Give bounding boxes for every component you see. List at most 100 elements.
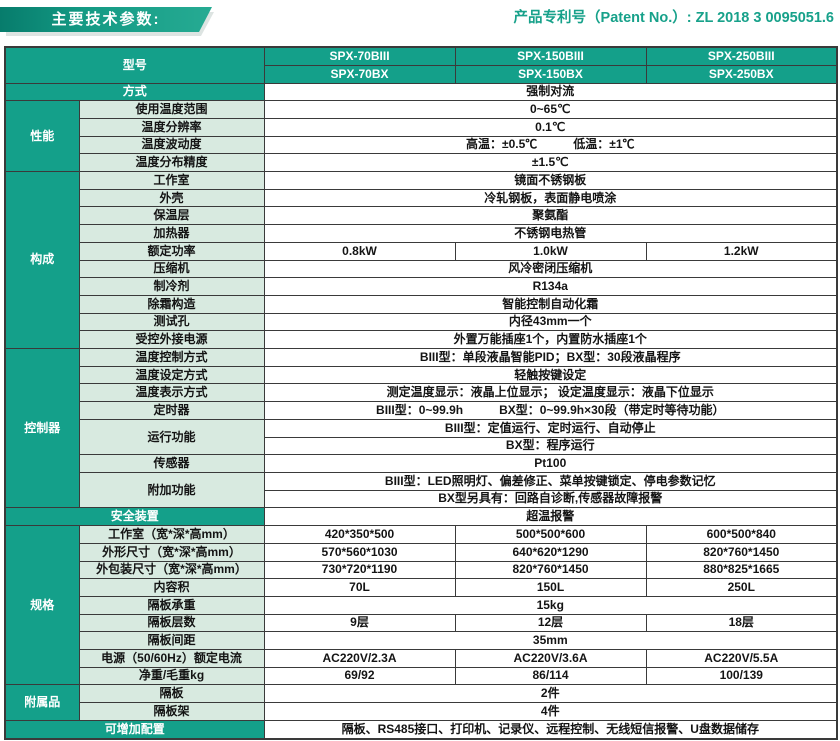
table-row-spec: 外包装尺寸（宽*深*高mm） 730*720*1190 820*760*1450… [5, 560, 838, 580]
value-weight-1: 69/92 [263, 666, 456, 686]
label-temp-uniformity: 温度分布精度 [78, 153, 265, 173]
value-temp-setting: 轻触按键设定 [263, 365, 838, 385]
value-volume-2: 150L [454, 578, 647, 597]
model-spx250bx: SPX-250BX [645, 64, 838, 84]
value-shelf-layers-3: 18层 [645, 613, 838, 633]
table-row-performance: 温度分辨率 0.1℃ [5, 117, 838, 137]
label-power-supply: 电源（50/60Hz）额定电流 [78, 649, 265, 668]
label-timer: 定时器 [78, 401, 265, 420]
model-header-label: 型号 [4, 46, 265, 84]
model-spx150bx: SPX-150BX [454, 64, 647, 84]
value-run-function-bx: BX型：程序运行 [263, 436, 838, 456]
label-shelf-load: 隔板承重 [78, 595, 265, 615]
value-extra-function-biii: BIII型：LED照明灯、偏差修正、菜单按键锁定、停电参数记忆 [263, 472, 838, 491]
value-temp-display: 测定温度显示：液晶上位显示； 设定温度显示：液晶下位显示 [263, 383, 838, 403]
value-outer-size-3: 820*760*1450 [645, 542, 838, 562]
label-temp-resolution: 温度分辨率 [78, 117, 265, 137]
value-temp-range: 0~65℃ [263, 100, 838, 119]
value-outer-size-2: 640*620*1290 [454, 542, 647, 562]
label-temp-fluctuation: 温度波动度 [78, 135, 265, 155]
value-temp-control: BIII型：单段液晶智能PID；BX型：30段液晶程序 [263, 348, 838, 367]
label-test-hole: 测试孔 [78, 312, 265, 332]
table-row-optional: 可增加配置 隔板、RS485接口、打印机、记录仪、远程控制、无线短信报警、U盘数… [4, 719, 838, 740]
value-heater: 不锈钢电热管 [263, 224, 838, 243]
label-refrigerant: 制冷剂 [78, 277, 265, 296]
section-banner-title: 主要技术参数: [0, 7, 212, 32]
label-outer-size: 外形尺寸（宽*深*高mm） [78, 542, 265, 562]
model-spx70bx: SPX-70BX [263, 64, 456, 84]
value-rated-power-2: 1.0kW [454, 241, 647, 261]
value-shelf-load: 15kg [263, 595, 838, 615]
table-row-spec: 内容积 70L 150L 250L [5, 578, 838, 597]
label-shelf-layers: 隔板层数 [78, 613, 265, 633]
value-insulation: 聚氨酯 [263, 206, 838, 226]
label-optional-config: 可增加配置 [4, 719, 265, 740]
value-optional-config: 隔板、RS485接口、打印机、记录仪、远程控制、无线短信报警、U盘数据储存 [263, 719, 838, 740]
label-temp-display: 温度表示方式 [78, 383, 265, 403]
patent-number-text: 产品专利号（Patent No.）: ZL 2018 3 0095051.6 [513, 10, 834, 26]
table-row-controller: 定时器 BIII型：0~99.9h BX型：0~99.9h×30段（带定时等待功… [5, 401, 838, 420]
label-shelf-rack: 隔板架 [78, 702, 265, 721]
value-test-hole: 内径43mm一个 [263, 312, 838, 332]
label-shelf: 隔板 [78, 684, 265, 704]
table-row-performance: 性能 使用温度范围 0~65℃ [4, 100, 838, 173]
table-row-controller: 温度设定方式 轻触按键设定 [5, 365, 838, 385]
table-row-construction: 受控外接电源 外置万能插座1个，内置防水插座1个 [5, 330, 838, 350]
label-insulation: 保温层 [78, 206, 265, 226]
table-row-model-biii: 型号 SPX-70BIII SPX-150BIII SPX-250BIII [4, 46, 838, 84]
label-compressor: 压缩机 [78, 259, 265, 279]
value-shell: 冷轧钢板，表面静电喷涂 [263, 188, 838, 208]
model-spx250biii: SPX-250BIII [645, 46, 838, 66]
value-package-size-1: 730*720*1190 [263, 560, 456, 580]
table-row-spec: 外形尺寸（宽*深*高mm） 570*560*1030 640*620*1290 … [5, 542, 838, 562]
label-extra-function: 附加功能 [78, 471, 265, 509]
value-chamber-size-3: 600*500*840 [645, 525, 838, 544]
table-row-controller: 传感器 Pt100 [5, 454, 838, 473]
label-chamber-size: 工作室（宽*深*高mm） [78, 525, 265, 544]
label-temp-setting: 温度设定方式 [78, 365, 265, 385]
table-row-construction: 压缩机 风冷密闭压缩机 [5, 259, 838, 279]
value-compressor: 风冷密闭压缩机 [263, 259, 838, 279]
table-row-construction: 额定功率 0.8kW 1.0kW 1.2kW [5, 241, 838, 261]
label-sensor: 传感器 [78, 454, 265, 473]
mode-label: 方式 [4, 82, 265, 102]
label-volume: 内容积 [78, 578, 265, 597]
value-temp-uniformity: ±1.5℃ [263, 153, 838, 173]
table-row-controller: 温度表示方式 测定温度显示：液晶上位显示； 设定温度显示：液晶下位显示 [5, 383, 838, 403]
value-shelf-rack: 4件 [263, 702, 838, 721]
label-defrost: 除霜构造 [78, 294, 265, 314]
value-temp-resolution: 0.1℃ [263, 117, 838, 137]
label-rated-power: 额定功率 [78, 241, 265, 261]
group-controller: 控制器 [4, 348, 80, 509]
label-ext-power: 受控外接电源 [78, 330, 265, 350]
value-weight-3: 100/139 [645, 666, 838, 686]
model-spx70biii: SPX-70BIII [263, 46, 456, 66]
table-row-accessories: 隔板架 4件 [5, 702, 838, 721]
mode-value: 强制对流 [263, 82, 838, 102]
group-construction: 构成 [4, 171, 80, 350]
table-row-construction: 制冷剂 R134a [5, 277, 838, 296]
label-run-function: 运行功能 [78, 418, 265, 456]
value-outer-size-1: 570*560*1030 [263, 542, 456, 562]
value-temp-fluctuation: 高温：±0.5℃ 低温：±1℃ [263, 135, 838, 155]
table-row-accessories: 附属品 隔板 2件 [4, 684, 838, 721]
value-package-size-3: 880*825*1665 [645, 560, 838, 580]
model-spx150biii: SPX-150BIII [454, 46, 647, 66]
table-row-construction: 外壳 冷轧钢板，表面静电喷涂 [5, 188, 838, 208]
label-safety-device: 安全装置 [4, 507, 265, 527]
table-row-performance: 温度波动度 高温：±0.5℃ 低温：±1℃ [5, 135, 838, 155]
value-chamber-size-1: 420*350*500 [263, 525, 456, 544]
label-weight: 净重/毛重kg [78, 666, 265, 686]
table-row-model-bx: SPX-70BX SPX-150BX SPX-250BX [5, 64, 838, 84]
table-row-spec: 隔板承重 15kg [5, 595, 838, 615]
value-volume-1: 70L [263, 578, 456, 597]
table-row-mode: 方式 强制对流 [4, 82, 838, 102]
table-row-controller: 控制器 温度控制方式 BIII型：单段液晶智能PID；BX型：30段液晶程序 [4, 348, 838, 509]
table-row-construction: 加热器 不锈钢电热管 [5, 224, 838, 243]
table-row-performance: 温度分布精度 ±1.5℃ [5, 153, 838, 173]
value-power-supply-3: AC220V/5.5A [645, 649, 838, 668]
label-heater: 加热器 [78, 224, 265, 243]
label-chamber: 工作室 [78, 171, 265, 190]
table-row-spec: 电源（50/60Hz）额定电流 AC220V/2.3A AC220V/3.6A … [5, 649, 838, 668]
table-row-construction: 保温层 聚氨酯 [5, 206, 838, 226]
